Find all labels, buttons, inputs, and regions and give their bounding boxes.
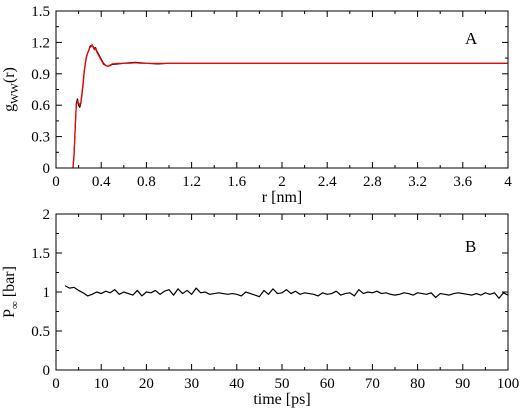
x-tick-label: 4	[504, 174, 512, 190]
x-tick-label: 2.8	[363, 174, 382, 190]
x-tick-label: 2.4	[318, 174, 337, 190]
x-tick-label: 100	[497, 376, 520, 392]
x-tick-label: 0	[52, 174, 60, 190]
x-tick-label: 80	[410, 376, 425, 392]
y-axis-label: gWW(r)	[1, 67, 21, 112]
y-axis-label-subscript: WW	[9, 82, 21, 103]
x-tick-label: 70	[365, 376, 380, 392]
x-tick-label: 1.6	[227, 174, 246, 190]
y-axis-label-subscript: ∞	[9, 301, 21, 309]
y-tick-label: 0.3	[31, 130, 50, 146]
y-tick-label: 0.5	[31, 324, 50, 340]
panel-label: B	[465, 237, 476, 256]
series-line-2	[72, 43, 508, 169]
y-tick-label: 1.2	[31, 35, 50, 51]
x-tick-label: 40	[229, 376, 244, 392]
x-tick-label: 0.8	[137, 174, 156, 190]
x-tick-label: 30	[184, 376, 199, 392]
y-axis-label: P∞ [bar]	[1, 266, 21, 318]
x-tick-label: 1.2	[182, 174, 201, 190]
y-axis-label-tail: (r)	[1, 67, 18, 83]
y-axis-label-main: P	[1, 309, 18, 318]
y-tick-label: 2	[43, 207, 51, 223]
y-axis-label-main: g	[1, 104, 18, 112]
panel-b: 0 10 20 30 40 50 60 70 80 90 100 0 0.5 1 1.5 2 time [ps]…	[1, 207, 519, 408]
panel-a: 0 0.4 0.8 1.2 1.6 2 2.4 2.8 3.2 3.6 4 0 0.3 0.6 0.9 1.2…	[1, 4, 512, 206]
x-tick-label: 0	[52, 376, 60, 392]
x-tick-label: 10	[94, 376, 109, 392]
x-tick-label: 60	[320, 376, 335, 392]
plot-frame	[55, 10, 509, 169]
y-axis-label-tail: [bar]	[1, 266, 18, 301]
x-tick-label: 50	[275, 376, 290, 392]
x-axis-label: r [nm]	[262, 189, 302, 206]
x-tick-label: 2	[278, 174, 286, 190]
y-tick-label: 0	[43, 363, 51, 379]
y-tick-label: 1.5	[31, 246, 50, 262]
series-line-1	[64, 285, 509, 299]
y-tick-label: 0	[43, 161, 51, 177]
y-tick-label: 0.6	[31, 98, 50, 114]
x-tick-label: 20	[139, 376, 154, 392]
x-tick-label: 90	[455, 376, 470, 392]
y-tick-label: 0.9	[31, 67, 50, 83]
panel-label: A	[465, 29, 478, 48]
x-tick-label: 3.6	[453, 174, 472, 190]
x-tick-label: 3.2	[408, 174, 427, 190]
x-tick-label: 0.4	[92, 174, 111, 190]
y-tick-label: 1.5	[31, 4, 50, 20]
y-tick-label: 1	[43, 285, 51, 301]
x-axis-label: time [ps]	[253, 391, 310, 408]
